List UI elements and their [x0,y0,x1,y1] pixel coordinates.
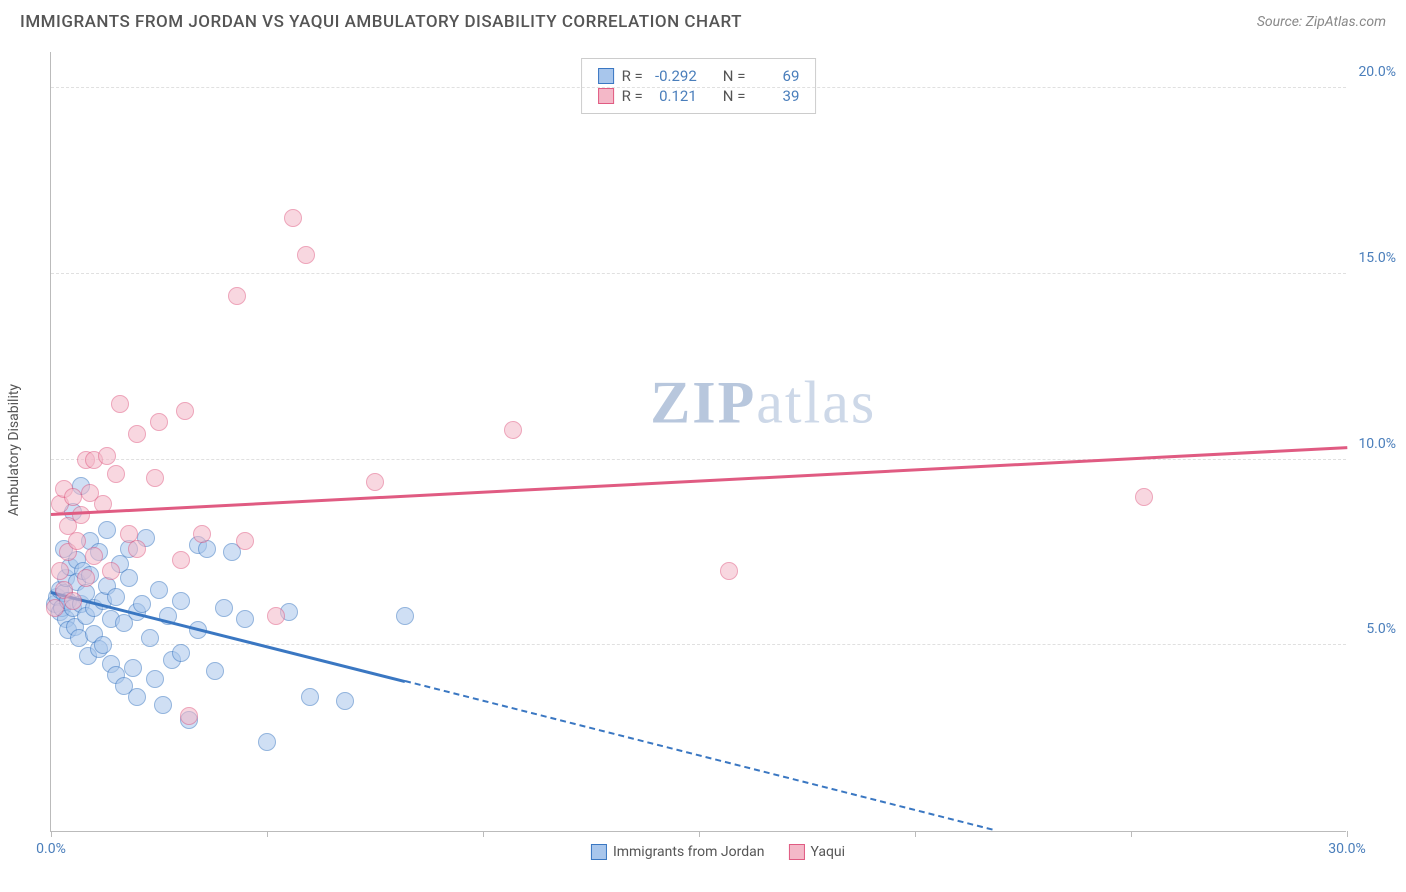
y-tick-label: 5.0% [1351,621,1396,637]
data-point [72,506,90,524]
x-tick [699,831,700,837]
legend-label: Yaqui [810,844,845,860]
legend-item: Yaqui [788,844,845,860]
data-point [228,287,246,305]
data-point [236,610,254,628]
trend-line [405,680,993,831]
data-point [146,670,164,688]
data-point [124,659,142,677]
data-point [107,465,125,483]
data-point [172,644,190,662]
data-point [236,532,254,550]
data-point [120,569,138,587]
x-tick-label: 0.0% [36,841,66,857]
y-tick-label: 10.0% [1351,436,1396,452]
data-point [720,562,738,580]
data-point [94,636,112,654]
legend: Immigrants from Jordan Yaqui [591,844,845,860]
data-point [267,607,285,625]
chart-title: IMMIGRANTS FROM JORDAN VS YAQUI AMBULATO… [20,12,742,32]
legend-swatch [598,88,614,104]
data-point [98,447,116,465]
x-tick-label: 30.0% [1328,841,1366,857]
data-point [98,521,116,539]
data-point [180,707,198,725]
data-point [176,402,194,420]
data-point [150,581,168,599]
data-point [150,413,168,431]
data-point [64,592,82,610]
data-point [396,607,414,625]
data-point [284,209,302,227]
data-point [133,595,151,613]
watermark-logo: ZIPatlas [650,368,876,437]
data-point [128,540,146,558]
stats-row: R =-0.292N =69 [598,67,800,85]
data-point [141,629,159,647]
source-attribution: Source: ZipAtlas.com [1257,14,1386,30]
data-point [206,662,224,680]
y-axis-label: Ambulatory Disability [6,384,22,516]
x-tick [51,831,52,837]
legend-swatch [598,68,614,84]
data-point [301,688,319,706]
data-point [111,395,129,413]
data-point [68,532,86,550]
data-point [128,688,146,706]
legend-item: Immigrants from Jordan [591,844,765,860]
data-point [154,696,172,714]
x-tick [267,831,268,837]
data-point [51,562,69,580]
x-tick [1347,831,1348,837]
stats-row: R =0.121N =39 [598,87,800,105]
trend-line [51,446,1347,515]
data-point [107,588,125,606]
data-point [128,425,146,443]
data-point [77,569,95,587]
legend-swatch [788,844,804,860]
data-point [297,246,315,264]
legend-swatch [591,844,607,860]
data-point [193,525,211,543]
grid-line [51,459,1346,460]
y-tick-label: 20.0% [1351,64,1396,80]
data-point [336,692,354,710]
grid-line [51,87,1346,88]
x-tick [483,831,484,837]
x-tick [915,831,916,837]
legend-label: Immigrants from Jordan [613,844,765,860]
data-point [172,551,190,569]
grid-line [51,644,1346,645]
data-point [46,599,64,617]
data-point [64,488,82,506]
data-point [102,562,120,580]
data-point [85,547,103,565]
data-point [258,733,276,751]
data-point [366,473,384,491]
x-tick [1131,831,1132,837]
data-point [504,421,522,439]
scatter-chart: Ambulatory Disability ZIPatlas R =-0.292… [50,52,1386,832]
data-point [172,592,190,610]
correlation-stats-box: R =-0.292N =69 R =0.121N =39 [581,58,817,114]
data-point [1135,488,1153,506]
data-point [146,469,164,487]
data-point [215,599,233,617]
y-tick-label: 15.0% [1351,250,1396,266]
grid-line [51,273,1346,274]
